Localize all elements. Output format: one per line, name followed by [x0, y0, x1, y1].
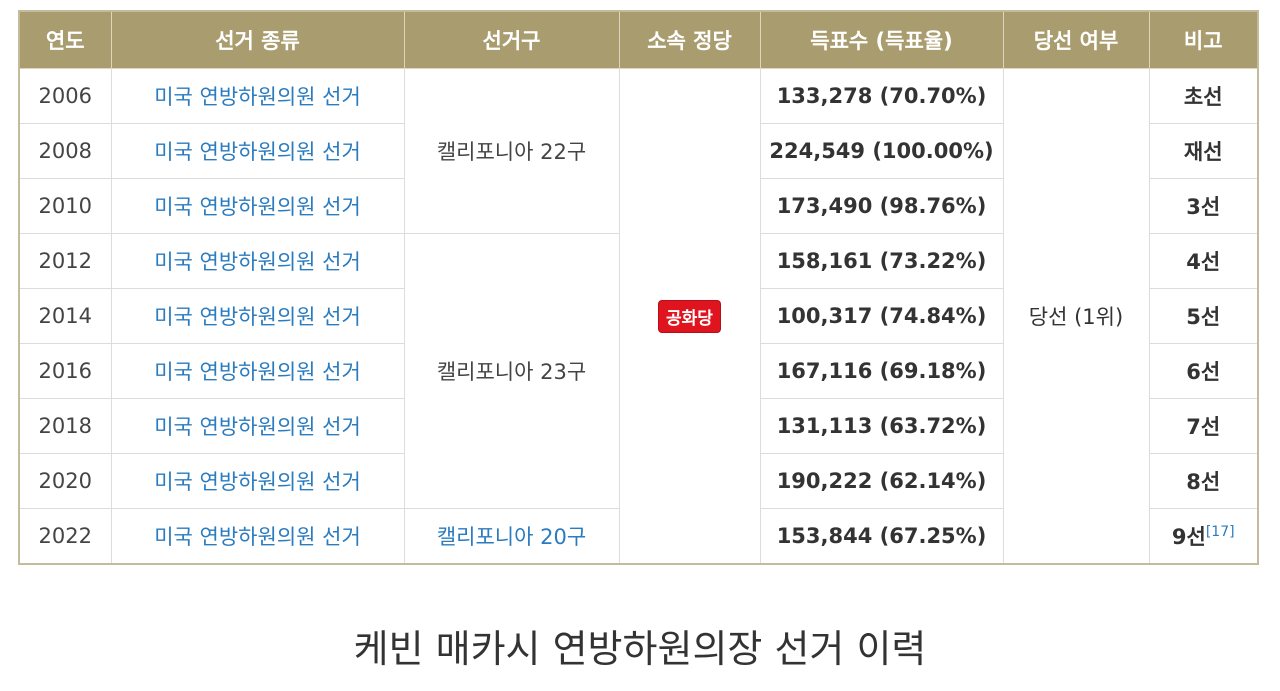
election-type-link[interactable]: 미국 연방하원의원 선거 — [110, 288, 405, 344]
election-type-link[interactable]: 미국 연방하원의원 선거 — [110, 123, 405, 179]
party-cell: 공화당 — [618, 68, 761, 565]
votes-cell: 167,116 (69.18%) — [759, 343, 1004, 399]
header-votes: 득표수 (득표율) — [759, 10, 1004, 69]
note-cell: 8선 — [1148, 453, 1259, 509]
table-row: 2018 미국 연방하원의원 선거 131,113 (63.72%) 7선 — [18, 398, 1259, 454]
table-row: 2022 미국 연방하원의원 선거 캘리포니아 20구 153,844 (67.… — [18, 508, 1259, 565]
header-party: 소속 정당 — [618, 10, 761, 69]
votes-cell: 224,549 (100.00%) — [759, 123, 1004, 179]
election-type-link[interactable]: 미국 연방하원의원 선거 — [110, 343, 405, 399]
table-row: 2012 미국 연방하원의원 선거 캘리포니아 23구 158,161 (73.… — [18, 233, 1259, 509]
votes-cell: 158,161 (73.22%) — [759, 233, 1004, 289]
election-type-link[interactable]: 미국 연방하원의원 선거 — [110, 233, 405, 289]
district-link[interactable]: 캘리포니아 20구 — [436, 525, 587, 549]
table-caption: 케빈 매카시 연방하원의장 선거 이력 — [353, 627, 927, 671]
votes-cell: 131,113 (63.72%) — [759, 398, 1004, 454]
header-election-type: 선거 종류 — [110, 10, 405, 69]
note-text: 9선 — [1171, 525, 1206, 549]
header-note: 비고 — [1148, 10, 1259, 69]
year-cell: 2014 — [18, 288, 112, 344]
year-cell: 2010 — [18, 178, 112, 234]
votes-cell: 133,278 (70.70%) — [759, 68, 1004, 124]
table-row: 2008 미국 연방하원의원 선거 224,549 (100.00%) 재선 — [18, 123, 1259, 179]
year-cell: 2018 — [18, 398, 112, 454]
election-history-table: 연도 선거 종류 선거구 소속 정당 득표수 (득표율) 당선 여부 비고 20… — [18, 10, 1259, 565]
header-year: 연도 — [18, 10, 112, 69]
votes-cell: 173,490 (98.76%) — [759, 178, 1004, 234]
district-cell: 캘리포니아 23구 — [403, 233, 620, 509]
district-cell: 캘리포니아 20구 — [403, 508, 620, 565]
reference-link[interactable]: [17] — [1205, 524, 1235, 540]
table-row: 2006 미국 연방하원의원 선거 캘리포니아 22구 공화당 133,278 … — [18, 68, 1259, 565]
header-result: 당선 여부 — [1002, 10, 1150, 69]
year-cell: 2016 — [18, 343, 112, 399]
note-cell: 5선 — [1148, 288, 1259, 344]
note-cell: 4선 — [1148, 233, 1259, 289]
header-row: 연도 선거 종류 선거구 소속 정당 득표수 (득표율) 당선 여부 비고 — [18, 10, 1259, 69]
year-cell: 2020 — [18, 453, 112, 509]
year-cell: 2022 — [18, 508, 112, 565]
election-type-link[interactable]: 미국 연방하원의원 선거 — [110, 398, 405, 454]
district-cell: 캘리포니아 22구 — [403, 68, 620, 234]
header-district: 선거구 — [403, 10, 620, 69]
votes-cell: 190,222 (62.14%) — [759, 453, 1004, 509]
year-cell: 2008 — [18, 123, 112, 179]
note-cell: 7선 — [1148, 398, 1259, 454]
year-cell: 2012 — [18, 233, 112, 289]
table-row: 2020 미국 연방하원의원 선거 190,222 (62.14%) 8선 — [18, 453, 1259, 509]
votes-cell: 100,317 (74.84%) — [759, 288, 1004, 344]
election-type-link[interactable]: 미국 연방하원의원 선거 — [110, 508, 405, 565]
note-cell: 9선[17] — [1148, 508, 1259, 565]
election-type-link[interactable]: 미국 연방하원의원 선거 — [110, 453, 405, 509]
note-cell: 6선 — [1148, 343, 1259, 399]
note-cell: 초선 — [1148, 68, 1259, 124]
table-row: 2016 미국 연방하원의원 선거 167,116 (69.18%) 6선 — [18, 343, 1259, 399]
year-cell: 2006 — [18, 68, 112, 124]
election-type-link[interactable]: 미국 연방하원의원 선거 — [110, 178, 405, 234]
note-cell: 재선 — [1148, 123, 1259, 179]
table-row: 2010 미국 연방하원의원 선거 173,490 (98.76%) 3선 — [18, 178, 1259, 234]
result-cell: 당선 (1위) — [1002, 68, 1150, 565]
election-type-link[interactable]: 미국 연방하원의원 선거 — [110, 68, 405, 124]
votes-cell: 153,844 (67.25%) — [759, 508, 1004, 565]
election-history-container: 연도 선거 종류 선거구 소속 정당 득표수 (득표율) 당선 여부 비고 20… — [18, 10, 1259, 565]
note-cell: 3선 — [1148, 178, 1259, 234]
party-badge: 공화당 — [658, 299, 721, 333]
